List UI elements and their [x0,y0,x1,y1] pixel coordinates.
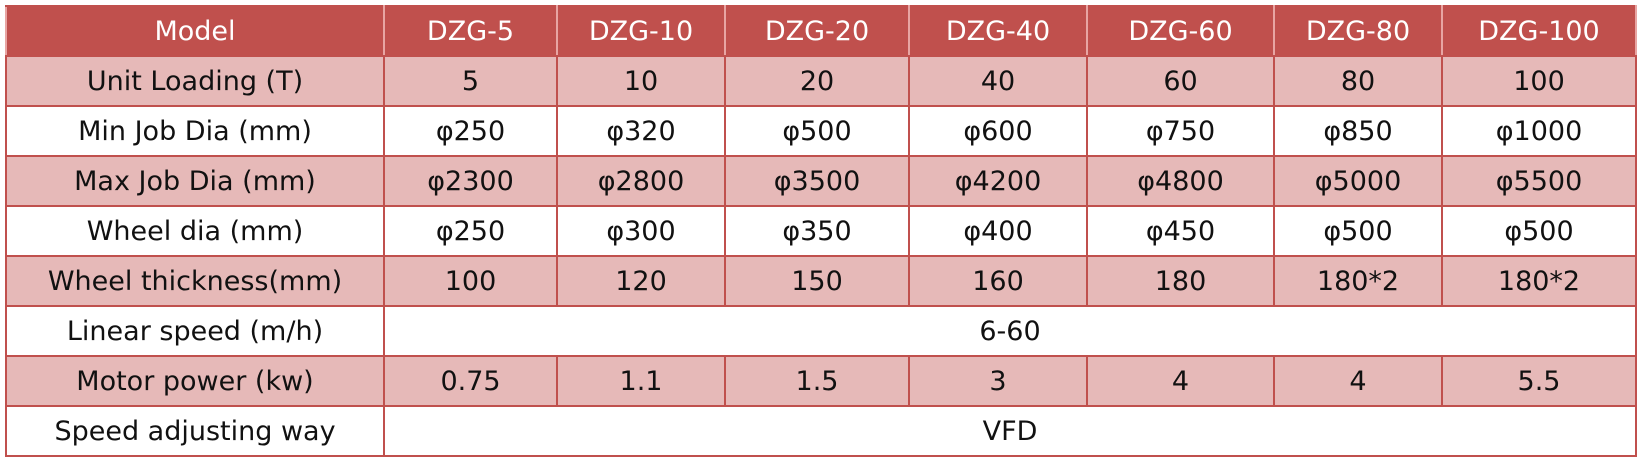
value-cell: 1.5 [724,355,910,407]
value-cell: φ5000 [1273,155,1443,207]
table-body: Unit Loading (T) 5 10 20 40 60 80 100 Min Job Di… [5,55,1637,457]
table-row: Unit Loading (T) 5 10 20 40 60 80 100 [5,55,1637,107]
value-cell: φ500 [1273,205,1443,257]
value-cell: φ300 [556,205,726,257]
table-row: Linear speed (m/h) 6-60 [5,305,1637,357]
value-cell: 180*2 [1441,255,1637,307]
value-cell: φ250 [383,105,558,157]
value-cell: VFD [383,405,1637,457]
row-label: Min Job Dia (mm) [5,105,385,157]
value-cell: φ320 [556,105,726,157]
value-cell: φ450 [1086,205,1275,257]
value-cell: φ2800 [556,155,726,207]
row-label: Max Job Dia (mm) [5,155,385,207]
value-cell: 60 [1086,55,1275,107]
value-cell: φ400 [908,205,1088,257]
model-header: DZG-40 [908,5,1088,57]
row-label: Unit Loading (T) [5,55,385,107]
row-label: Speed adjusting way [5,405,385,457]
value-cell: φ750 [1086,105,1275,157]
value-cell: 180 [1086,255,1275,307]
value-cell: φ600 [908,105,1088,157]
value-cell: 180*2 [1273,255,1443,307]
model-header: DZG-5 [383,5,558,57]
table-row: Max Job Dia (mm) φ2300 φ2800 φ3500 φ4200 φ480… [5,155,1637,207]
value-cell: φ1000 [1441,105,1637,157]
value-cell: 20 [724,55,910,107]
value-cell: 10 [556,55,726,107]
value-cell: φ4200 [908,155,1088,207]
value-cell: φ250 [383,205,558,257]
row-label: Linear speed (m/h) [5,305,385,357]
value-cell: 160 [908,255,1088,307]
row-label: Wheel dia (mm) [5,205,385,257]
table-row: Wheel thickness(mm) 100 120 150 160 180 180*2 1… [5,255,1637,307]
value-cell: 4 [1086,355,1275,407]
value-cell: φ5500 [1441,155,1637,207]
model-header: DZG-80 [1273,5,1443,57]
table-row: Motor power (kw) 0.75 1.1 1.5 3 4 4 5.5 [5,355,1637,407]
model-header: DZG-60 [1086,5,1275,57]
value-cell: 1.1 [556,355,726,407]
table-row: Min Job Dia (mm) φ250 φ320 φ500 φ600 φ750 φ850… [5,105,1637,157]
value-cell: 40 [908,55,1088,107]
value-cell: φ2300 [383,155,558,207]
value-cell: φ850 [1273,105,1443,157]
value-cell: 6-60 [383,305,1637,357]
model-header: DZG-10 [556,5,726,57]
model-header: DZG-20 [724,5,910,57]
value-cell: 3 [908,355,1088,407]
header-row: Model DZG-5 DZG-10 DZG-20 DZG-40 DZG-60 DZG-80… [5,5,1637,57]
value-cell: 100 [1441,55,1637,107]
value-cell: 5.5 [1441,355,1637,407]
table-row: Speed adjusting way VFD [5,405,1637,457]
header-label: Model [5,5,385,57]
table-row: Wheel dia (mm) φ250 φ300 φ350 φ400 φ450 φ500 φ5… [5,205,1637,257]
value-cell: 0.75 [383,355,558,407]
value-cell: 4 [1273,355,1443,407]
value-cell: 5 [383,55,558,107]
value-cell: 100 [383,255,558,307]
model-header: DZG-100 [1441,5,1637,57]
row-label: Wheel thickness(mm) [5,255,385,307]
value-cell: φ500 [1441,205,1637,257]
row-label: Motor power (kw) [5,355,385,407]
spec-table: Model DZG-5 DZG-10 DZG-20 DZG-40 DZG-60 DZG-80… [5,5,1637,457]
value-cell: φ350 [724,205,910,257]
value-cell: 150 [724,255,910,307]
value-cell: φ3500 [724,155,910,207]
value-cell: φ4800 [1086,155,1275,207]
value-cell: 120 [556,255,726,307]
value-cell: φ500 [724,105,910,157]
value-cell: 80 [1273,55,1443,107]
